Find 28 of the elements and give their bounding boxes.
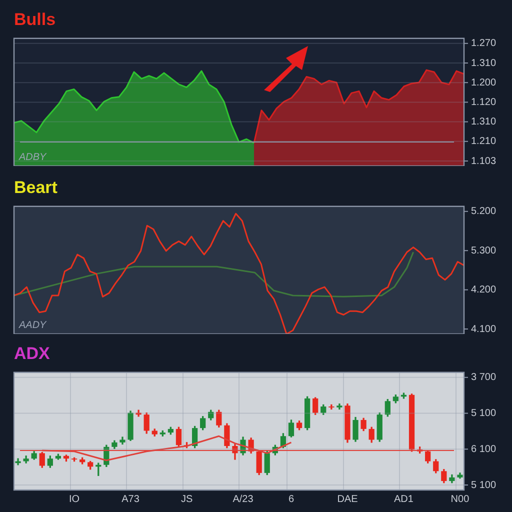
- text: 1.310: [471, 58, 496, 69]
- text: 5.300: [471, 245, 496, 256]
- chart-title: Beart: [14, 178, 58, 197]
- text: 1.210: [471, 136, 496, 148]
- x-tick-label: A/23: [232, 494, 254, 505]
- text: 1.200: [471, 77, 496, 88]
- text: 5 100: [471, 408, 496, 420]
- text: 1.103: [471, 156, 496, 167]
- x-tick-label: N00: [450, 494, 470, 505]
- text: 1.270: [471, 38, 496, 50]
- x-tick-label: DAE: [337, 494, 358, 505]
- chart-title: ADX: [14, 344, 51, 363]
- x-tick-label: IO: [68, 494, 80, 505]
- text: 3 700: [471, 372, 496, 384]
- x-tick-label: A73: [122, 494, 140, 505]
- x-tick-label: JS: [180, 494, 193, 505]
- text: 4.200: [471, 284, 496, 296]
- text: 5 100: [471, 480, 496, 491]
- text: 1.310: [471, 116, 496, 128]
- text: 6 100: [471, 444, 496, 455]
- text: 4.100: [471, 324, 496, 335]
- chart-title: Bulls: [14, 10, 56, 29]
- text: 5.200: [471, 206, 496, 218]
- text: 1.120: [471, 96, 496, 108]
- x-tick-label: 6: [288, 494, 294, 505]
- annotation: ADBY: [18, 152, 48, 163]
- annotation: AADY: [18, 320, 48, 331]
- x-tick-label: AD1: [394, 494, 414, 505]
